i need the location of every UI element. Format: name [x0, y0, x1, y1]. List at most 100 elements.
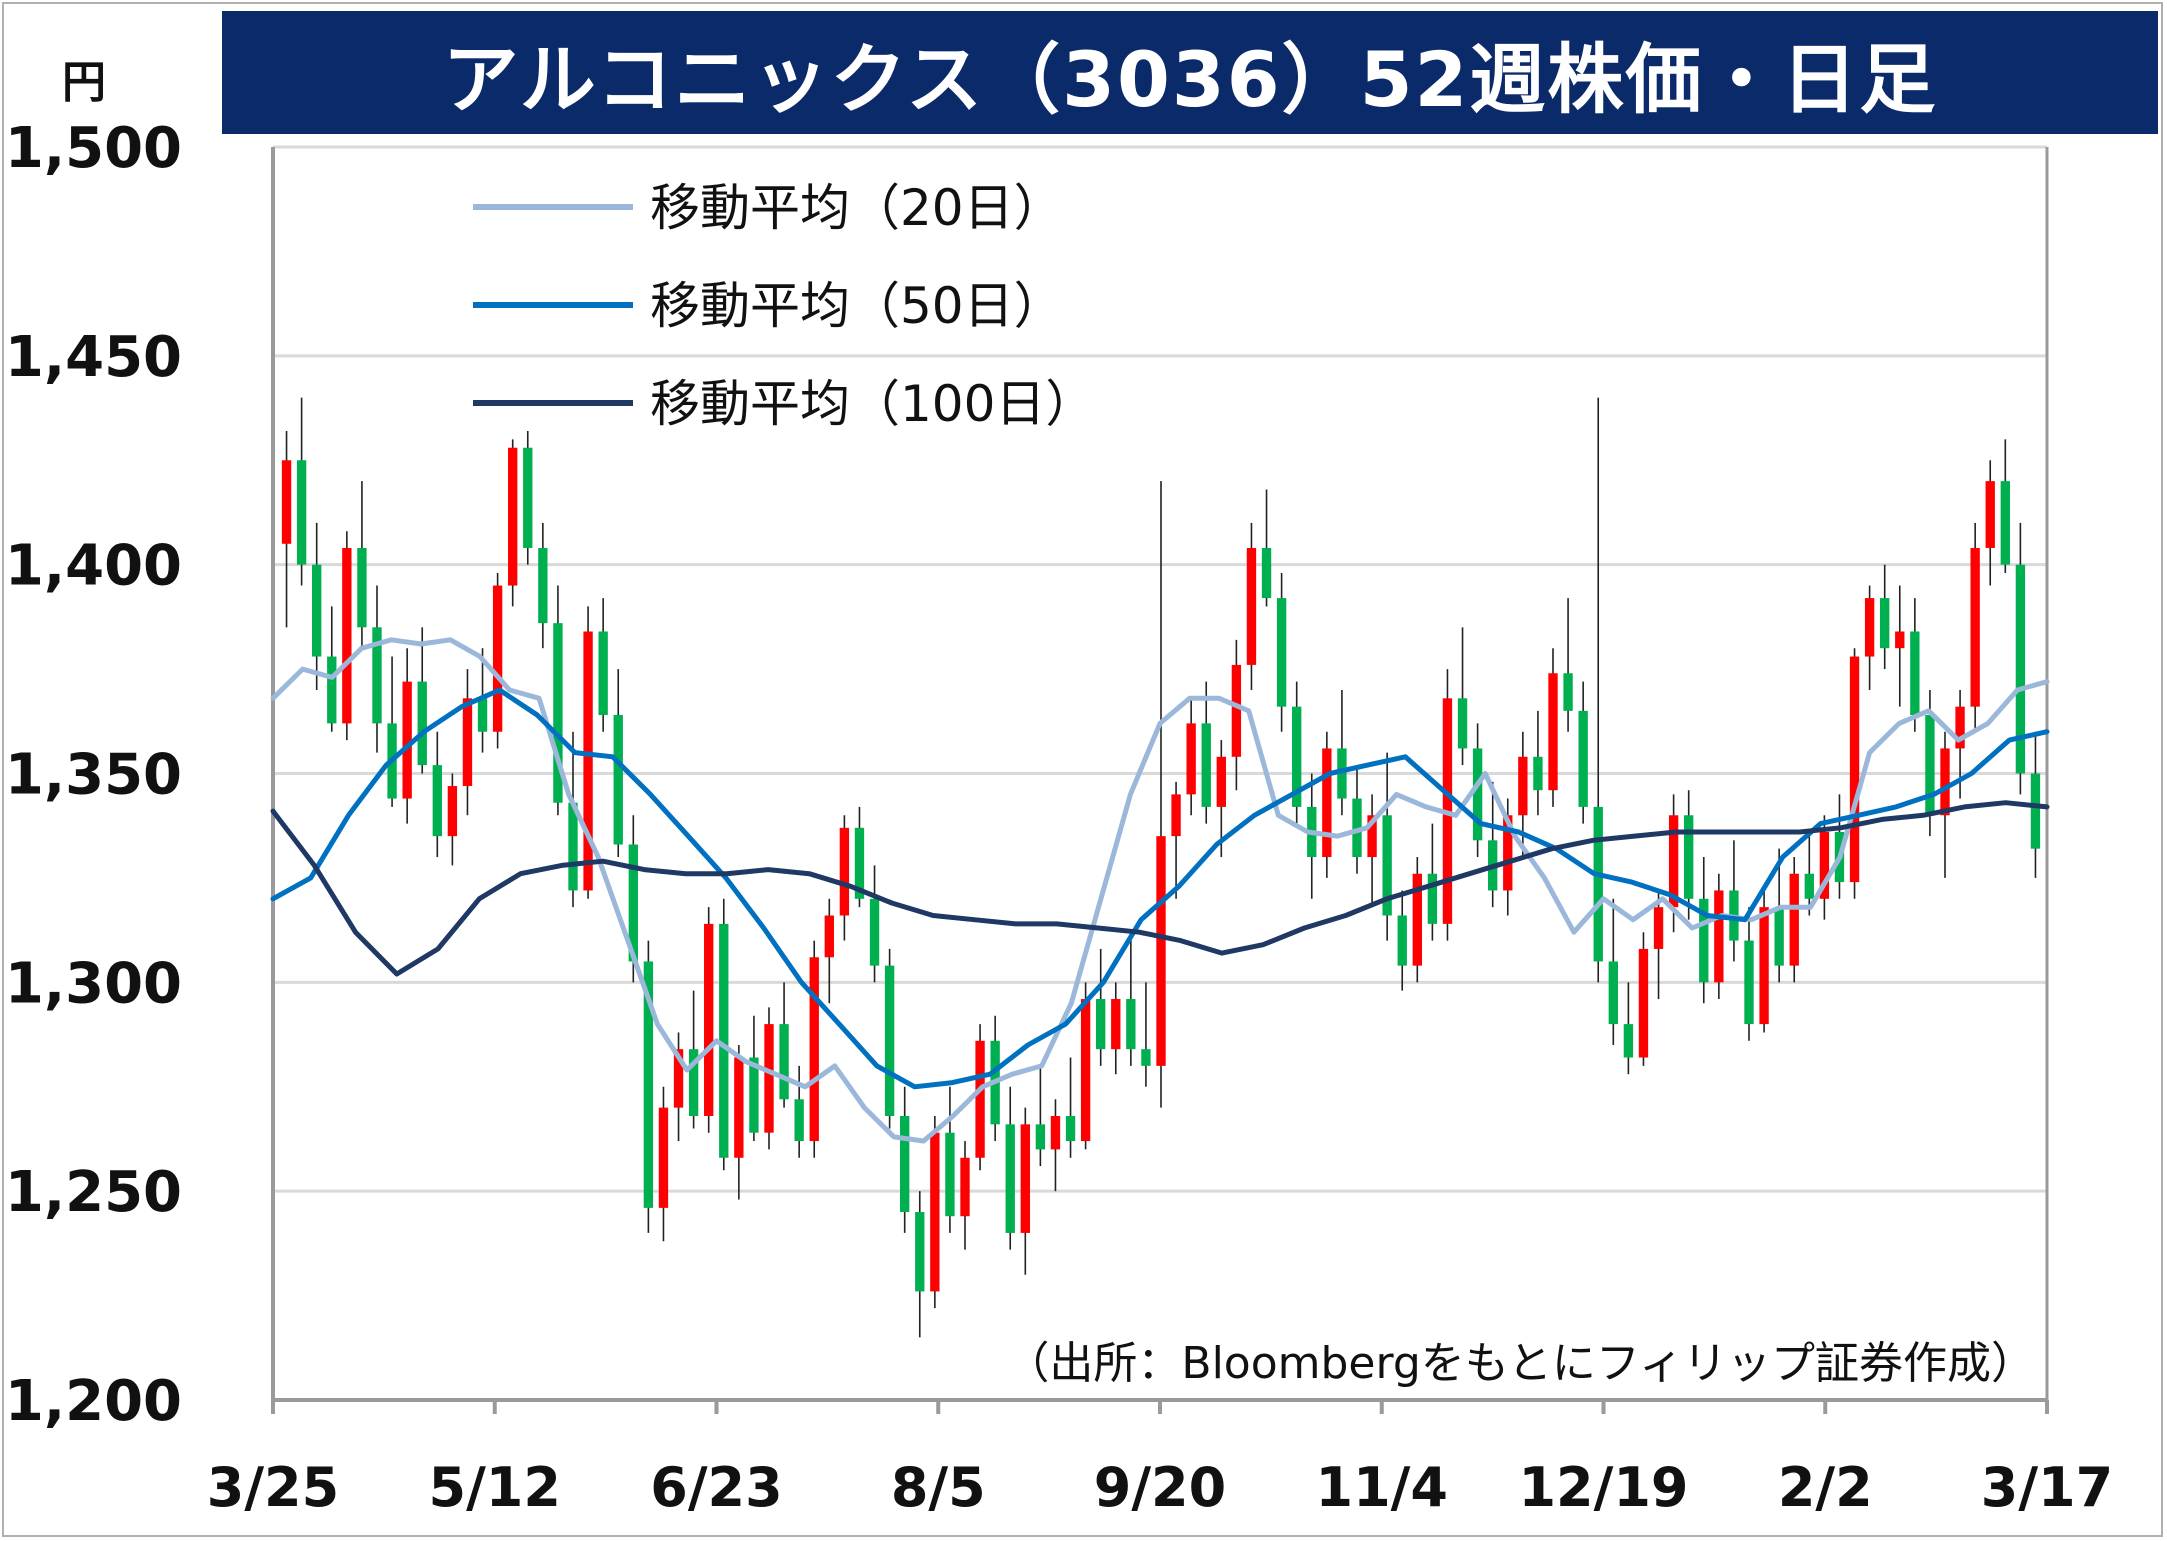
candle-up	[1322, 748, 1332, 858]
candle-down	[2015, 564, 2026, 774]
legend: 移動平均（20日） 移動平均（50日） 移動平均（100日）	[473, 179, 1095, 433]
candle-up	[1216, 756, 1226, 807]
x-tick-label: 8/5	[891, 1456, 986, 1519]
candle-down	[1035, 1124, 1046, 1150]
candle-down	[553, 623, 563, 803]
candle-up	[1940, 748, 1950, 816]
candle-up	[975, 1040, 985, 1158]
x-tick-label: 3/25	[207, 1456, 339, 1519]
candle-up	[673, 1049, 684, 1108]
candle-up	[342, 547, 352, 724]
candle-down	[1382, 815, 1392, 916]
candle-up	[1895, 631, 1905, 649]
candle-down	[1804, 873, 1814, 899]
y-tick-labels: 1,200 1,250 1,300 1,350 1,400 1,450 1,500	[5, 116, 182, 1434]
candle-down	[477, 698, 488, 732]
candle-up	[1849, 656, 1860, 883]
candle-down	[1337, 748, 1347, 799]
x-tick-label: 11/4	[1316, 1456, 1448, 1519]
candle-up	[1050, 1115, 1061, 1150]
y-tick-label: 1,400	[5, 534, 182, 599]
candle-up	[658, 1107, 669, 1208]
y-unit-label: 円	[62, 57, 106, 108]
x-tick-label: 2/2	[1778, 1456, 1873, 1519]
x-tick-labels: 3/25 5/12 6/23 8/5 9/20 11/4 12/19 2/2 3/17	[207, 1400, 2113, 1519]
candle-up	[1638, 948, 1649, 1058]
x-tick-label: 3/17	[1981, 1456, 2113, 1519]
candle-up	[1518, 756, 1528, 816]
candle-up	[1789, 873, 1799, 966]
candle-up	[839, 827, 850, 916]
candle-up	[1970, 547, 1980, 707]
candle-down	[749, 1057, 759, 1133]
candle-down	[628, 844, 638, 962]
chart-title: アルコニックス（3036）52週株価・日足	[222, 11, 2158, 134]
candle-down	[2030, 773, 2041, 849]
candle-down	[523, 447, 533, 548]
candle-down	[613, 715, 623, 845]
candle-up	[1412, 873, 1422, 966]
candle-up	[1231, 664, 1242, 757]
candle-down	[794, 1099, 804, 1142]
candle-down	[538, 547, 548, 624]
candle-up	[704, 923, 714, 1116]
candle-down	[1261, 547, 1272, 599]
candle-down	[417, 681, 427, 766]
candle-up	[508, 447, 518, 586]
y-tick-label: 1,450	[5, 325, 182, 390]
candle-up	[1080, 999, 1091, 1142]
candle-up	[1503, 815, 1513, 891]
ma-line-20	[270, 637, 2050, 1144]
candle-up	[402, 681, 412, 799]
candle-down	[312, 564, 322, 657]
x-tick-label: 9/20	[1094, 1456, 1226, 1519]
candle-up	[1668, 815, 1679, 908]
candle-up	[1864, 598, 1875, 657]
candle-down	[643, 961, 654, 1208]
candle-down	[1352, 798, 1362, 858]
candle-down	[372, 627, 382, 724]
legend-label: 移動平均（20日）	[650, 179, 1064, 237]
moving-averages	[270, 637, 2050, 1144]
candle-up	[1246, 547, 1257, 665]
candle-up	[734, 1057, 744, 1158]
candle-down	[1427, 873, 1438, 924]
candle-down	[1910, 631, 1920, 716]
ma-line-50	[270, 687, 2050, 1090]
candle-down	[1608, 961, 1618, 1025]
candle-up	[447, 786, 458, 837]
candle-down	[1533, 756, 1543, 791]
candle-up	[583, 631, 593, 891]
candle-down	[1096, 999, 1106, 1050]
candle-down	[432, 765, 442, 837]
candle-down	[945, 1132, 955, 1217]
candle-down	[1141, 1049, 1151, 1066]
x-tick-label: 5/12	[429, 1456, 561, 1519]
x-tick-label: 6/23	[650, 1456, 782, 1519]
candle-down	[1126, 999, 1136, 1050]
candle-down	[2000, 481, 2010, 565]
source-note: （出所：Bloombergをもとにフィリップ証券作成）	[1005, 1338, 2035, 1389]
candle-up	[824, 915, 834, 958]
candle-up	[1171, 794, 1181, 837]
candle-down	[915, 1212, 925, 1292]
candle-down	[357, 547, 367, 628]
candle-down	[296, 460, 307, 565]
candle-down	[1005, 1124, 1015, 1233]
candle-down	[568, 802, 578, 891]
candle-down	[327, 656, 337, 724]
candle-up	[1819, 831, 1830, 899]
candle-down	[688, 1049, 699, 1116]
x-tick-label: 12/19	[1518, 1456, 1688, 1519]
candle-up	[1955, 706, 1965, 749]
legend-label: 移動平均（50日）	[650, 277, 1064, 335]
candle-up	[1111, 999, 1121, 1050]
y-tick-label: 1,350	[5, 743, 182, 808]
candle-up	[960, 1157, 970, 1217]
candle-down	[1472, 748, 1483, 841]
candle-down	[1578, 710, 1588, 807]
candle-down	[1065, 1115, 1076, 1142]
candle-down	[1774, 907, 1784, 966]
